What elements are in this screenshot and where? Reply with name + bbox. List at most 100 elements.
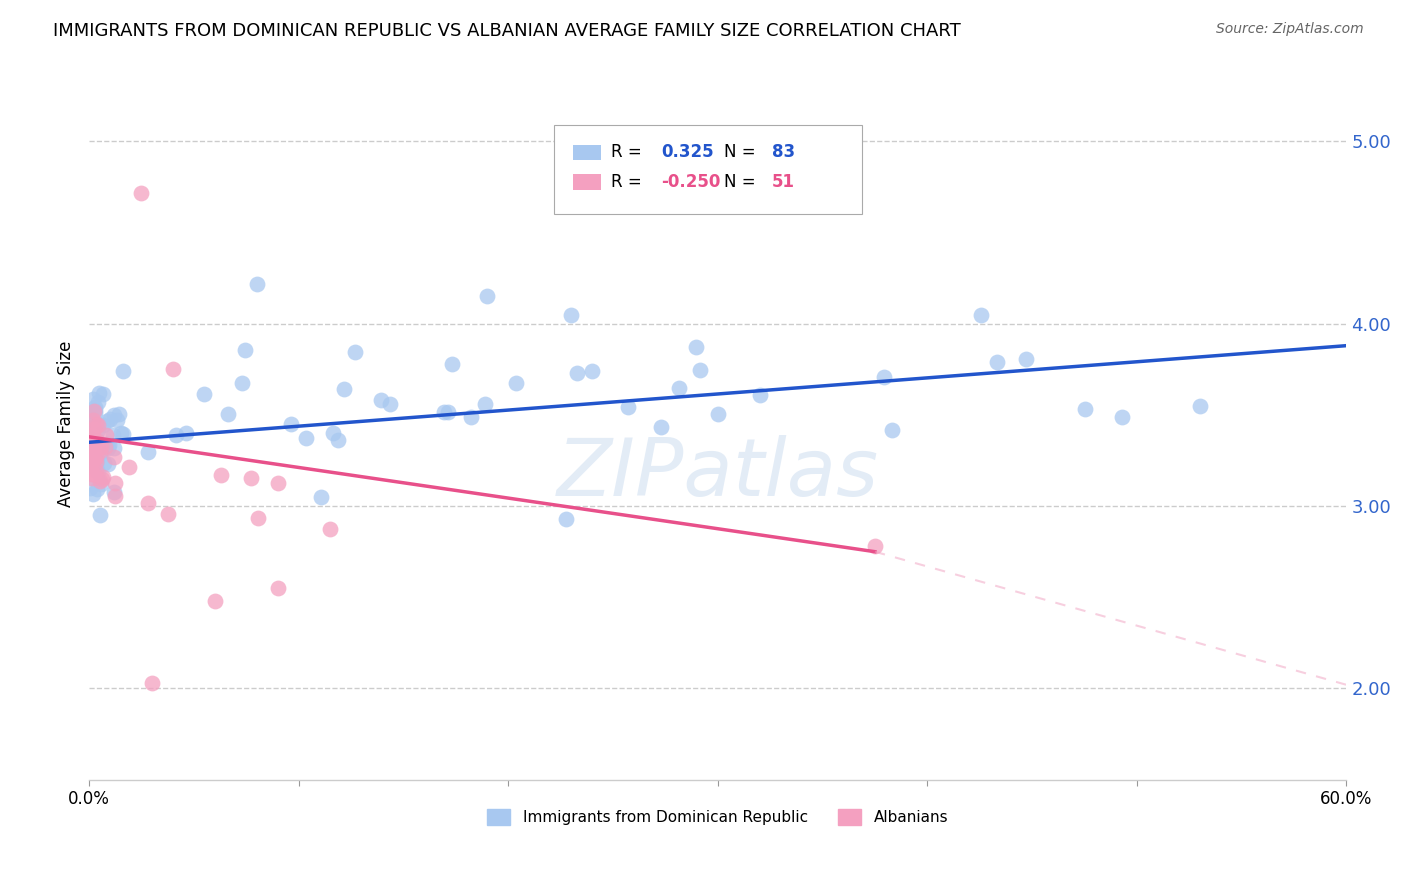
Point bbox=[617, 400, 640, 414]
Point bbox=[1015, 352, 1038, 367]
Point bbox=[581, 364, 603, 378]
Point bbox=[970, 308, 993, 322]
Text: 83: 83 bbox=[772, 144, 794, 161]
Point bbox=[93, 440, 115, 454]
Point bbox=[1073, 401, 1095, 416]
Point bbox=[96, 437, 118, 451]
Point bbox=[136, 445, 159, 459]
Point bbox=[474, 397, 496, 411]
Point bbox=[280, 417, 302, 431]
Point bbox=[267, 476, 290, 491]
Point bbox=[83, 404, 105, 418]
Point bbox=[80, 461, 103, 475]
Point bbox=[83, 442, 105, 456]
Point bbox=[90, 445, 112, 459]
Text: Source: ZipAtlas.com: Source: ZipAtlas.com bbox=[1216, 22, 1364, 37]
Point bbox=[80, 428, 103, 442]
Point bbox=[90, 477, 112, 491]
Point bbox=[79, 408, 101, 422]
Point bbox=[91, 469, 114, 483]
Point bbox=[86, 433, 108, 447]
Point bbox=[84, 464, 107, 478]
Point bbox=[83, 451, 105, 466]
Point bbox=[86, 482, 108, 496]
Point bbox=[83, 467, 105, 481]
Point bbox=[79, 481, 101, 495]
Point bbox=[863, 539, 886, 553]
Point bbox=[104, 489, 127, 503]
Point bbox=[565, 366, 588, 380]
Point bbox=[86, 455, 108, 469]
Point bbox=[84, 402, 107, 417]
Point bbox=[84, 459, 107, 474]
Text: 0.325: 0.325 bbox=[661, 144, 714, 161]
Point bbox=[105, 412, 128, 426]
Point bbox=[246, 510, 269, 524]
Text: R =: R = bbox=[610, 173, 647, 191]
Point bbox=[707, 408, 730, 422]
Point bbox=[96, 414, 118, 428]
Point bbox=[103, 450, 125, 464]
Point bbox=[193, 387, 215, 401]
Point bbox=[240, 471, 263, 485]
Point bbox=[80, 470, 103, 484]
Point bbox=[246, 277, 269, 291]
Point bbox=[79, 444, 101, 458]
Text: ZIPatlas: ZIPatlas bbox=[557, 434, 879, 513]
Point bbox=[89, 443, 111, 458]
Point bbox=[87, 465, 110, 479]
Point bbox=[83, 435, 105, 450]
Legend: Immigrants from Dominican Republic, Albanians: Immigrants from Dominican Republic, Alba… bbox=[488, 809, 948, 825]
Point bbox=[505, 376, 527, 390]
Point bbox=[82, 487, 104, 501]
Y-axis label: Average Family Size: Average Family Size bbox=[58, 341, 75, 508]
Point bbox=[97, 438, 120, 452]
Point bbox=[97, 441, 120, 455]
Point bbox=[103, 441, 125, 455]
Point bbox=[266, 581, 288, 595]
Point bbox=[103, 484, 125, 499]
Point bbox=[87, 424, 110, 438]
FancyBboxPatch shape bbox=[554, 126, 862, 214]
Point bbox=[82, 450, 104, 464]
Point bbox=[319, 522, 342, 536]
Point bbox=[79, 414, 101, 428]
Point bbox=[79, 426, 101, 441]
Point bbox=[322, 426, 344, 441]
Point bbox=[83, 452, 105, 467]
Point bbox=[91, 418, 114, 433]
Point bbox=[233, 343, 256, 358]
Point bbox=[433, 405, 456, 419]
Point bbox=[209, 468, 232, 483]
Point bbox=[343, 344, 366, 359]
Point bbox=[295, 431, 318, 445]
Point bbox=[90, 440, 112, 454]
FancyBboxPatch shape bbox=[574, 145, 600, 161]
Point bbox=[80, 416, 103, 430]
Point bbox=[880, 423, 903, 437]
Point bbox=[80, 437, 103, 451]
Text: N =: N = bbox=[724, 144, 761, 161]
Point bbox=[98, 411, 121, 425]
Point bbox=[204, 594, 226, 608]
Point bbox=[87, 395, 110, 409]
Point bbox=[86, 434, 108, 448]
Point bbox=[79, 451, 101, 466]
Point bbox=[749, 388, 772, 402]
Point bbox=[118, 460, 141, 475]
Point bbox=[333, 382, 356, 396]
Point bbox=[79, 445, 101, 459]
Point bbox=[84, 450, 107, 465]
Text: IMMIGRANTS FROM DOMINICAN REPUBLIC VS ALBANIAN AVERAGE FAMILY SIZE CORRELATION C: IMMIGRANTS FROM DOMINICAN REPUBLIC VS AL… bbox=[53, 22, 962, 40]
Point bbox=[83, 406, 105, 420]
Point bbox=[86, 453, 108, 467]
Point bbox=[157, 507, 180, 521]
Point bbox=[378, 397, 401, 411]
Point bbox=[91, 386, 114, 401]
Point bbox=[437, 405, 460, 419]
Point bbox=[82, 392, 104, 407]
Point bbox=[90, 472, 112, 486]
Point bbox=[80, 442, 103, 456]
Point bbox=[94, 428, 117, 442]
Point bbox=[1111, 409, 1133, 424]
